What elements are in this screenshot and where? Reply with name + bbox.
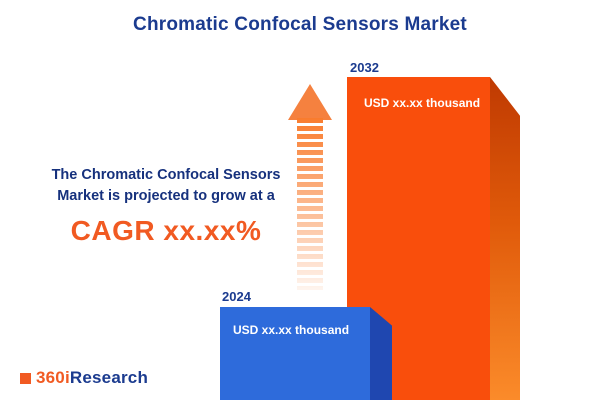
bar-2032-side-face — [490, 77, 520, 400]
logo-text-prefix: 360i — [36, 368, 70, 387]
bar-2024-value-label: USD xx.xx thousand — [233, 323, 350, 337]
bar-2024 — [220, 307, 370, 400]
annotation-line-1: The Chromatic Confocal Sensors — [51, 167, 281, 183]
logo-text-suffix: Research — [69, 368, 149, 387]
chart-title: Chromatic Confocal Sensors Market — [133, 14, 467, 35]
arrow-shaft-icon — [297, 118, 323, 290]
brand-logo: 360iResearch — [20, 368, 148, 388]
growth-arrow-icon — [288, 84, 332, 290]
annotation-line-2: Market is projected to grow at a — [57, 188, 275, 205]
growth-annotation: The Chromatic Confocal Sensors Market is… — [28, 165, 304, 247]
bar-2024-side-face — [370, 307, 392, 400]
bar-2032-value-label: USD xx.xx thousand — [364, 96, 481, 110]
logo-square-icon — [20, 372, 31, 384]
cagr-value: CAGR xx.xx% — [70, 215, 262, 247]
logo-text: 360iResearch — [36, 368, 148, 388]
bar-2032-year-label: 2032 — [350, 60, 379, 75]
arrow-head-icon — [288, 84, 332, 120]
bar-2024-year-label: 2024 — [222, 289, 251, 304]
